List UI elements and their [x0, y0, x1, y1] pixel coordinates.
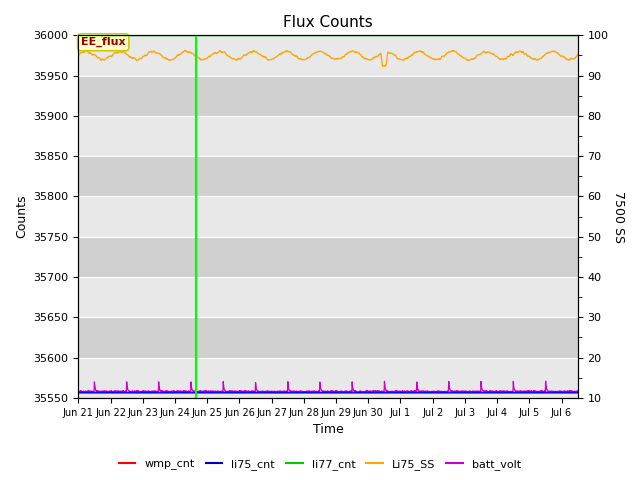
Title: Flux Counts: Flux Counts — [283, 15, 373, 30]
Legend: wmp_cnt, li75_cnt, li77_cnt, Li75_SS, batt_volt: wmp_cnt, li75_cnt, li77_cnt, Li75_SS, ba… — [115, 455, 525, 474]
Bar — [79, 317, 578, 358]
Bar — [79, 196, 578, 237]
Bar — [79, 156, 578, 196]
Bar — [79, 358, 578, 398]
X-axis label: Time: Time — [312, 423, 344, 436]
Bar — [79, 36, 578, 76]
Bar — [79, 237, 578, 277]
Text: EE_flux: EE_flux — [81, 37, 125, 48]
Y-axis label: 7500 SS: 7500 SS — [612, 191, 625, 242]
Y-axis label: Counts: Counts — [15, 195, 28, 239]
Bar — [79, 116, 578, 156]
Bar — [79, 76, 578, 116]
Bar — [79, 277, 578, 317]
